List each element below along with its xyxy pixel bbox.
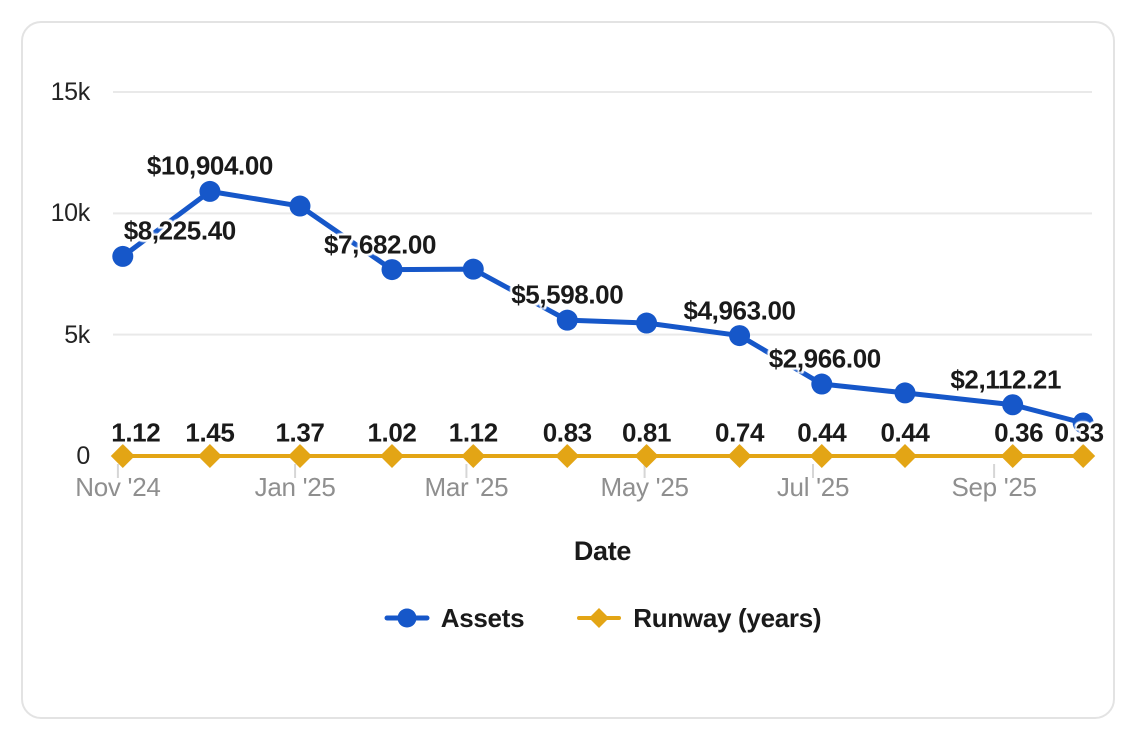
legend-assets-marker-icon	[384, 608, 430, 628]
assets-point-marker[interactable]	[811, 373, 833, 395]
runway-point-marker[interactable]	[809, 443, 834, 468]
legend: Assets Runway (years)	[113, 601, 1092, 635]
assets-point-marker[interactable]	[289, 195, 311, 217]
runway-point-marker[interactable]	[555, 443, 580, 468]
legend-runway-label: Runway (years)	[633, 602, 822, 633]
runway-point-marker[interactable]	[380, 443, 405, 468]
legend-item-runway[interactable]: Runway (years)	[576, 602, 822, 634]
assets-point-marker[interactable]	[1002, 394, 1024, 416]
legend-assets-label: Assets	[440, 602, 525, 633]
assets-line	[120, 188, 1086, 426]
runway-point-marker[interactable]	[110, 443, 135, 468]
assets-point-marker[interactable]	[462, 258, 484, 280]
runway-point-marker[interactable]	[287, 443, 312, 468]
assets-point-marker[interactable]	[636, 312, 658, 334]
runway-point-marker[interactable]	[197, 443, 222, 468]
runway-point-marker[interactable]	[1071, 443, 1096, 468]
runway-point-marker[interactable]	[461, 443, 486, 468]
legend-item-assets[interactable]: Assets	[384, 602, 525, 634]
assets-point-marker[interactable]	[1072, 412, 1094, 434]
assets-point-marker[interactable]	[556, 309, 578, 331]
runway-point-marker[interactable]	[634, 443, 659, 468]
assets-point-marker[interactable]	[729, 325, 751, 347]
legend-runway-marker-icon	[577, 608, 622, 628]
assets-point-marker[interactable]	[112, 245, 134, 267]
assets-point-marker[interactable]	[199, 180, 221, 202]
runway-point-marker[interactable]	[1000, 443, 1025, 468]
x-axis-title: Date	[573, 536, 632, 566]
chart-card	[21, 21, 1115, 719]
assets-point-marker[interactable]	[381, 259, 403, 281]
assets-point-marker[interactable]	[894, 382, 916, 404]
runway-point-marker[interactable]	[893, 443, 918, 468]
runway-point-marker[interactable]	[727, 443, 752, 468]
